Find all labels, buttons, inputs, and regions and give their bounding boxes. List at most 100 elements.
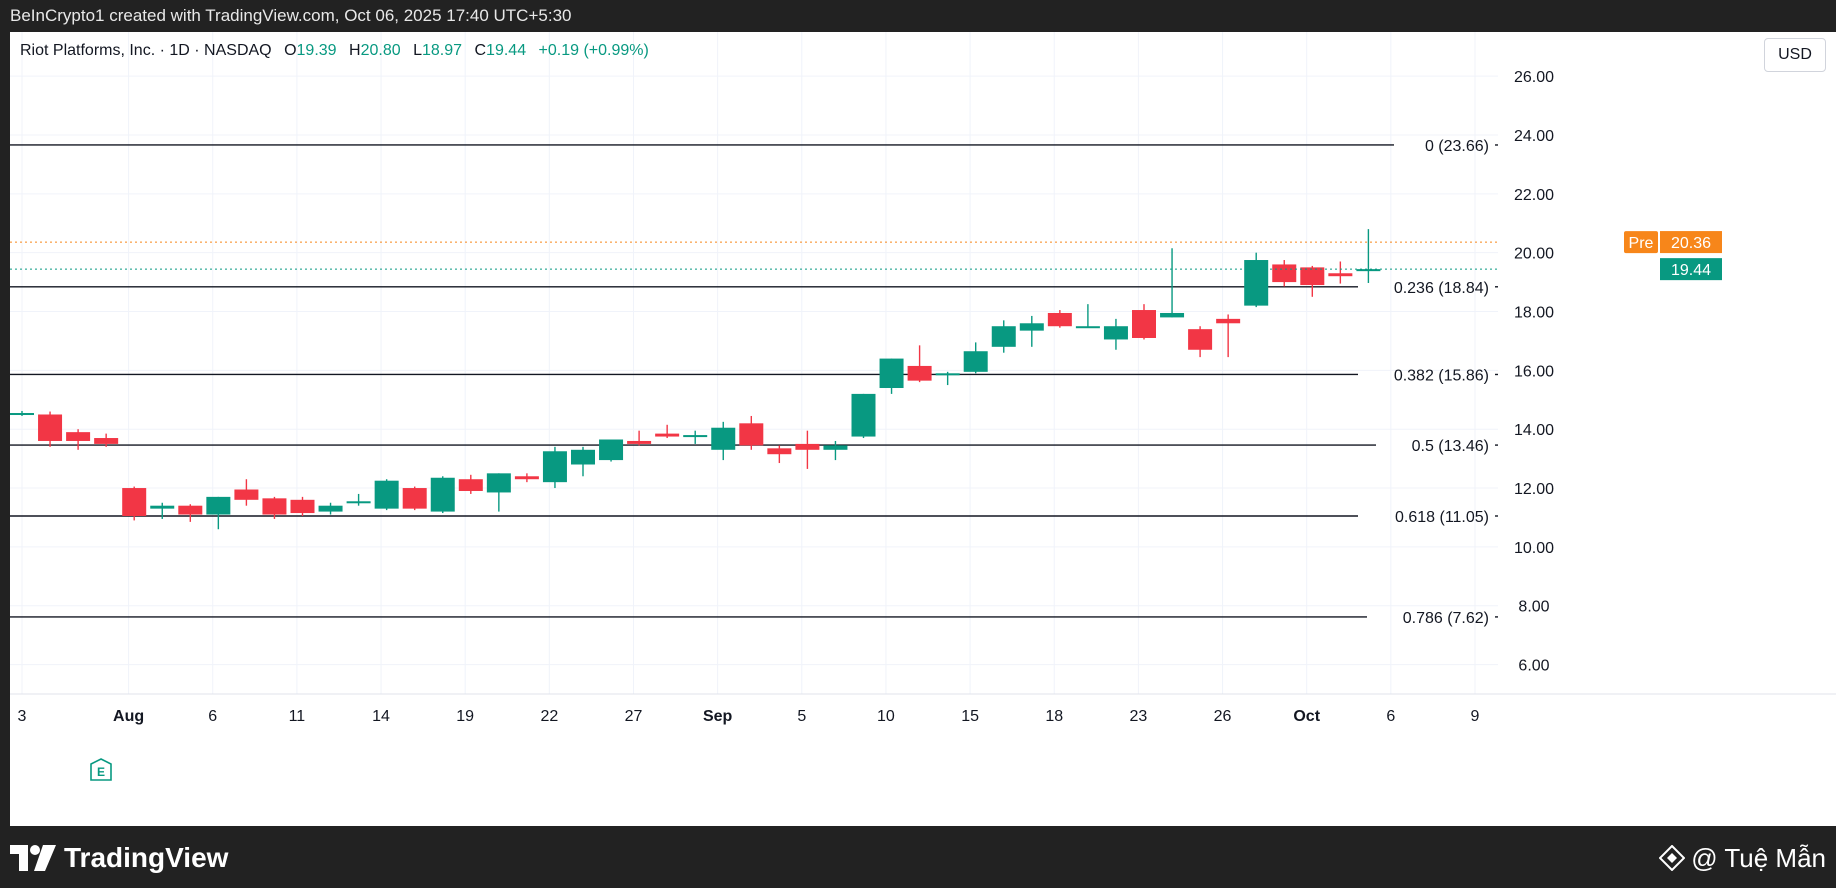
candle-body [1132, 310, 1156, 338]
y-tick-label: 8.00 [1518, 599, 1549, 616]
y-tick-label: 22.00 [1514, 187, 1554, 204]
candle-body [879, 358, 904, 389]
candle-body [514, 476, 539, 480]
x-tick-label: 26 [1214, 708, 1232, 725]
fib-level-label: 0.382 (15.86) [1394, 367, 1489, 384]
pre-market-price-box [1660, 231, 1722, 254]
high-value: 20.80 [360, 42, 401, 59]
tradingview-logo-icon [10, 845, 56, 871]
chart-header: BeInCrypto1 created with TradingView.com… [10, 6, 572, 25]
candle-body [486, 473, 511, 493]
author-credit: @ Tuệ Mẫn [1659, 840, 1826, 876]
candle-body [767, 448, 792, 455]
x-tick-label: 11 [289, 708, 306, 725]
pre-market-price: 20.36 [1671, 235, 1711, 252]
fib-level-label: 0 (23.66) [1425, 138, 1489, 155]
x-tick-label: Sep [703, 708, 733, 725]
pre-market-label: Pre [1629, 235, 1654, 252]
candle-body [991, 326, 1016, 347]
change-value: +0.19 (+0.99%) [538, 42, 649, 59]
candle-body [290, 499, 315, 514]
x-tick-label: 3 [18, 708, 27, 725]
candle-body [10, 413, 34, 416]
last-price-box [1660, 258, 1722, 281]
candle-body [1047, 312, 1072, 327]
candle-body [683, 435, 708, 438]
y-tick-label: 14.00 [1514, 422, 1554, 439]
x-tick-label: Oct [1293, 708, 1320, 725]
y-axis: 6.00 8.00 10.00 12.00 14.00 16.00 18.00 20.00 22… [1514, 69, 1554, 674]
candle-body [627, 440, 652, 444]
earnings-letter: E [97, 765, 105, 779]
x-tick-label: 10 [877, 708, 895, 725]
last-price-value: 19.44 [1671, 262, 1711, 279]
y-tick-label: 20.00 [1514, 246, 1554, 263]
fibonacci-levels: 0 (23.66) 0.236 (18.84) 0.382 (15.86) 0.5 (… [10, 138, 1498, 627]
x-tick-label: 15 [961, 708, 979, 725]
candle-body [851, 393, 876, 437]
open-label: O [284, 42, 297, 59]
candlestick-chart[interactable]: 0 (23.66) 0.236 (18.84) 0.382 (15.86) 0.5 (… [10, 32, 1836, 826]
close-label: C [474, 42, 487, 59]
candle-body [1103, 326, 1128, 340]
x-tick-label: 18 [1045, 708, 1063, 725]
fib-level-label: 0.236 (18.84) [1394, 280, 1489, 297]
candle-body [1244, 260, 1269, 306]
candle-body [206, 496, 231, 515]
candle-body [38, 414, 63, 441]
candle-body [1216, 318, 1241, 324]
x-tick-label: 6 [1386, 708, 1395, 725]
open-value: 19.39 [296, 42, 337, 59]
y-tick-label: 24.00 [1514, 128, 1554, 145]
candle-body [1356, 269, 1381, 272]
candle-body [1272, 264, 1297, 283]
symbol-name: Riot Platforms, Inc. · 1D · NASDAQ [20, 42, 272, 59]
y-tick-label: 12.00 [1514, 481, 1554, 498]
x-tick-label: 27 [625, 708, 643, 725]
earnings-icon[interactable]: E [89, 758, 112, 782]
symbol-legend: Riot Platforms, Inc. · 1D · NASDAQ O19.3… [20, 42, 649, 60]
candles [10, 229, 1381, 530]
pre-market-label-box [1624, 231, 1658, 254]
x-tick-label: 5 [797, 708, 806, 725]
x-tick-label: 19 [456, 708, 474, 725]
grid-lines [10, 32, 1498, 694]
candle-body [1188, 329, 1213, 350]
candle-body [262, 498, 287, 515]
high-label: H [349, 42, 361, 59]
x-tick-label: 23 [1129, 708, 1147, 725]
x-tick-label: 22 [540, 708, 558, 725]
candle-body [150, 505, 175, 509]
close-value: 19.44 [486, 42, 527, 59]
candle-body [1075, 326, 1100, 329]
low-label: L [413, 42, 422, 59]
fib-level-label: 0.5 (13.46) [1412, 438, 1489, 455]
candle-body [711, 427, 736, 450]
candle-body [1160, 312, 1185, 318]
y-tick-label: 16.00 [1514, 363, 1554, 380]
candle-body [374, 480, 399, 509]
y-tick-label: 6.00 [1518, 658, 1549, 675]
x-tick-label: 14 [372, 708, 390, 725]
candle-body [795, 443, 820, 450]
candle-body [66, 432, 91, 441]
price-tags: Pre 20.36 19.44 [10, 231, 1722, 281]
binance-diamond-icon [1659, 845, 1686, 871]
candle-body [739, 423, 764, 446]
tradingview-logo[interactable]: TradingView [10, 840, 228, 876]
candle-body [458, 479, 483, 491]
chart-area[interactable]: 0 (23.66) 0.236 (18.84) 0.382 (15.86) 0.5 (… [10, 32, 1836, 826]
x-tick-label: 9 [1471, 708, 1480, 725]
y-tick-label: 18.00 [1514, 305, 1554, 322]
candle-body [571, 449, 595, 465]
candle-body [963, 351, 988, 372]
candle-body [655, 433, 680, 437]
candle-body [935, 373, 960, 376]
candle-body [1019, 323, 1044, 331]
tradingview-logo-text: TradingView [64, 842, 229, 873]
candle-body [430, 477, 455, 512]
currency-button[interactable]: USD [1764, 38, 1826, 72]
candle-body [599, 439, 624, 461]
x-axis: 3 Aug 6 11 14 19 22 27 Sep 5 10 15 18 23 26 Oct 6 9 [10, 693, 1836, 725]
candle-body [346, 501, 371, 504]
